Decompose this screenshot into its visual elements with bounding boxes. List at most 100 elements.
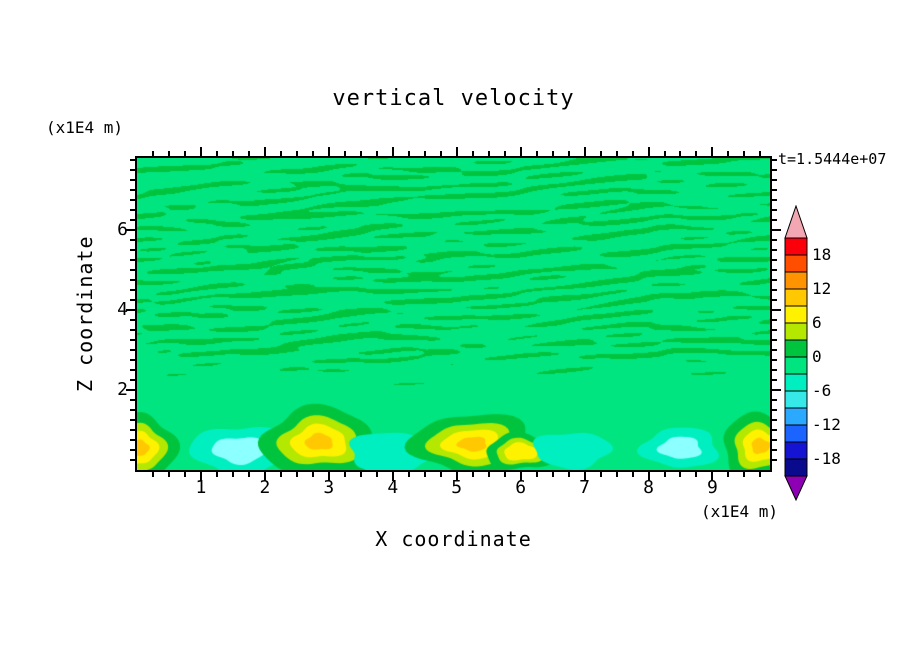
minor-tick <box>772 459 777 461</box>
minor-tick <box>439 472 442 477</box>
minor-tick <box>130 409 135 411</box>
minor-tick <box>130 189 135 191</box>
colorbar-band <box>784 305 808 324</box>
minor-tick <box>695 151 698 156</box>
minor-tick <box>130 179 135 181</box>
colorbar-tick-label: 18 <box>812 245 832 264</box>
major-tick <box>583 472 586 481</box>
minor-tick <box>279 472 282 477</box>
x-tick-label: 4 <box>387 477 399 498</box>
x-tick-label: 9 <box>707 477 718 498</box>
minor-tick <box>727 151 730 156</box>
major-tick <box>126 389 135 391</box>
minor-tick <box>130 209 135 211</box>
minor-tick <box>130 299 135 301</box>
major-tick <box>199 472 202 481</box>
minor-tick <box>130 379 135 381</box>
colorbar-band <box>784 424 808 443</box>
colorbar <box>784 205 808 501</box>
x-tick-label: 7 <box>579 477 590 498</box>
minor-tick <box>772 339 777 341</box>
minor-tick <box>130 199 135 201</box>
minor-tick <box>759 151 762 156</box>
minor-tick <box>407 151 410 156</box>
minor-tick <box>130 449 135 451</box>
minor-tick <box>247 151 250 156</box>
minor-tick <box>130 319 135 321</box>
minor-tick <box>772 259 777 261</box>
y-axis-title: Z coordinate <box>73 235 97 393</box>
minor-tick <box>130 339 135 341</box>
major-tick <box>519 472 522 481</box>
minor-tick <box>151 472 154 477</box>
minor-tick <box>130 349 135 351</box>
minor-tick <box>631 151 634 156</box>
minor-tick <box>599 472 602 477</box>
major-tick <box>455 472 458 481</box>
minor-tick <box>772 449 777 451</box>
x-tick-label: 5 <box>451 477 463 498</box>
minor-tick <box>551 151 554 156</box>
minor-tick <box>167 151 170 156</box>
major-tick <box>126 229 135 231</box>
major-tick <box>519 147 522 156</box>
minor-tick <box>772 249 777 251</box>
minor-tick <box>772 279 777 281</box>
minor-tick <box>231 472 234 477</box>
minor-tick <box>130 429 135 431</box>
x-tick-label: 8 <box>643 477 654 498</box>
minor-tick <box>772 319 777 321</box>
minor-tick <box>130 419 135 421</box>
minor-tick <box>772 289 777 291</box>
minor-tick <box>130 239 135 241</box>
minor-tick <box>295 472 298 477</box>
minor-tick <box>215 472 218 477</box>
minor-tick <box>183 151 186 156</box>
minor-tick <box>772 219 777 221</box>
colorbar-band <box>784 373 808 392</box>
minor-tick <box>375 151 378 156</box>
minor-tick <box>772 169 777 171</box>
minor-tick <box>772 419 777 421</box>
minor-tick <box>130 169 135 171</box>
minor-tick <box>375 472 378 477</box>
major-tick <box>711 472 714 481</box>
minor-tick <box>407 472 410 477</box>
colorbar-tick-label: -18 <box>812 449 841 468</box>
colorbar-tick-label: -6 <box>812 381 832 400</box>
major-tick <box>263 472 266 481</box>
x-axis-title: X coordinate <box>375 527 532 551</box>
minor-tick <box>772 199 777 201</box>
z-tick-label: 4 <box>117 299 128 320</box>
minor-tick <box>679 472 682 477</box>
colorbar-band <box>784 339 808 358</box>
minor-tick <box>423 472 426 477</box>
chart-title: vertical velocity <box>332 86 575 111</box>
minor-tick <box>183 472 186 477</box>
minor-tick <box>130 279 135 281</box>
minor-tick <box>151 151 154 156</box>
minor-tick <box>772 349 777 351</box>
colorbar-band <box>784 407 808 426</box>
minor-tick <box>423 151 426 156</box>
minor-tick <box>772 359 777 361</box>
major-tick <box>772 389 781 391</box>
colorbar-tick-label: 12 <box>812 279 832 298</box>
minor-tick <box>772 209 777 211</box>
minor-tick <box>130 219 135 221</box>
minor-tick <box>695 472 698 477</box>
minor-tick <box>772 239 777 241</box>
major-tick <box>327 147 330 156</box>
colorbar-tick-label: 6 <box>812 313 822 332</box>
minor-tick <box>772 369 777 371</box>
major-tick <box>772 229 781 231</box>
minor-tick <box>772 429 777 431</box>
minor-tick <box>130 259 135 261</box>
major-tick <box>772 309 781 311</box>
colorbar-band <box>784 271 808 290</box>
minor-tick <box>679 151 682 156</box>
minor-tick <box>311 151 314 156</box>
major-tick <box>647 147 650 156</box>
x-tick-label: 2 <box>259 477 271 498</box>
major-tick <box>327 472 330 481</box>
